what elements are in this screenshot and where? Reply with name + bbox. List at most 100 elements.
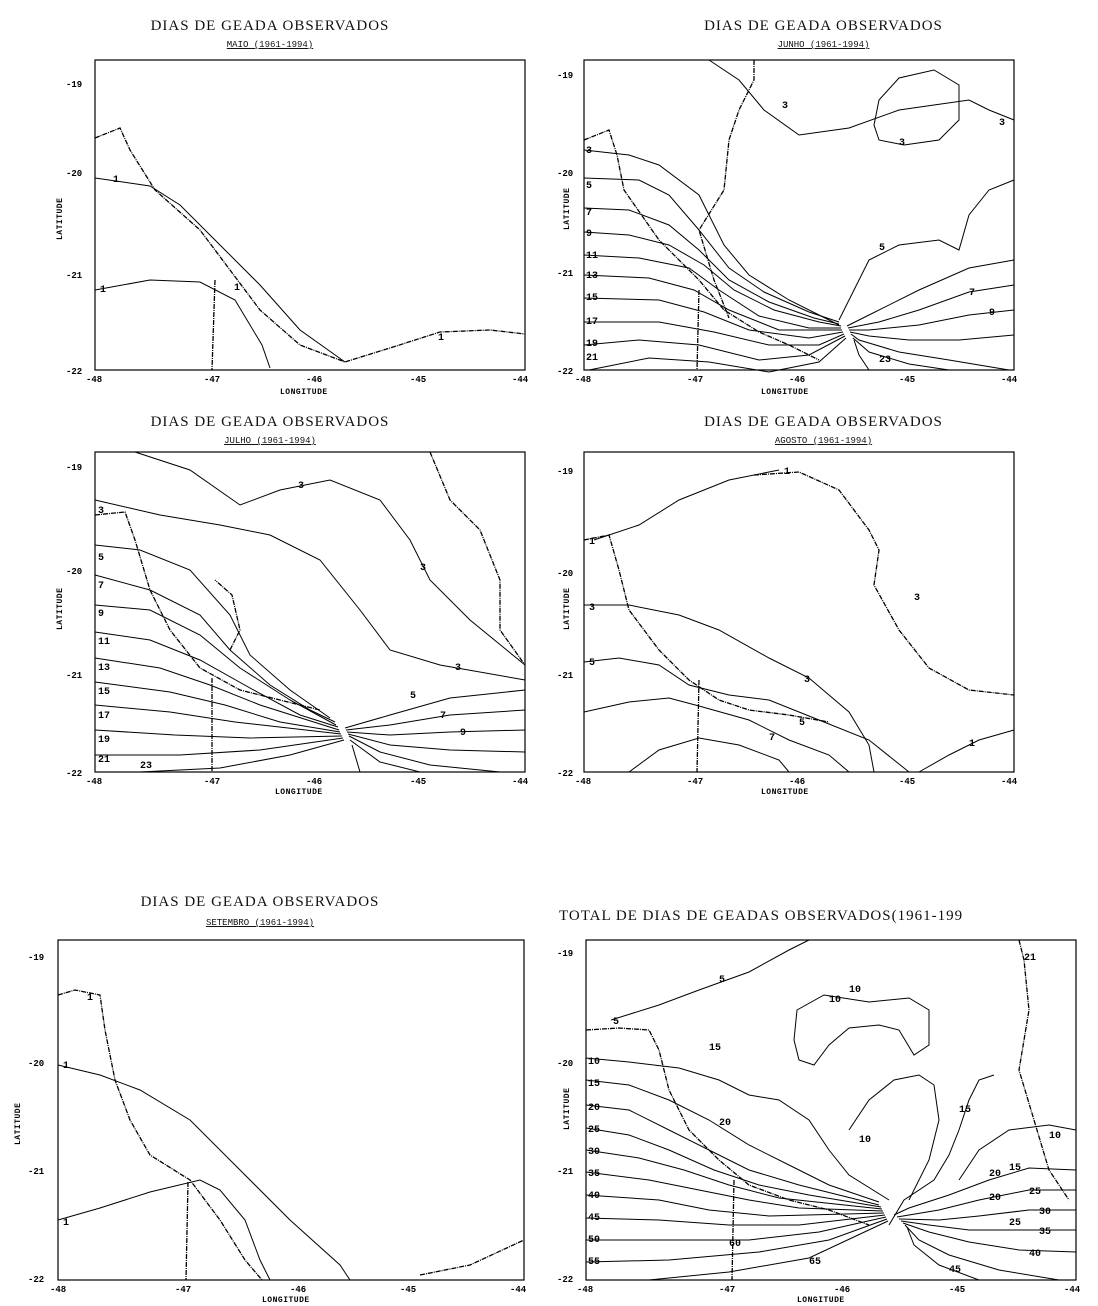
contour-label: 1 [234,283,240,294]
contour-line [585,1127,882,1208]
contour-label: 15 [709,1043,721,1054]
panel-title: DIAS DE GEADA OBSERVADOS [704,18,943,34]
contour-label: 20 [719,1118,731,1129]
panel-subtitle: JUNHO (1961-1994) [777,40,870,50]
contour-line [94,499,526,681]
contour-label: 9 [989,308,995,319]
y-tick: -20 [557,169,573,179]
contour-label: 9 [98,609,104,620]
contour-line [850,333,1010,371]
panel-subtitle: SETEMBRO (1961-1994) [205,918,315,928]
contour-label: 9 [460,728,466,739]
x-tick: -45 [410,375,426,385]
state-border [57,989,263,1281]
contour-line [139,739,345,773]
contour-label: 5 [879,243,885,254]
y-axis-label: LATITUDE [563,188,572,230]
contour-line [904,1224,1060,1281]
contour-line [888,1074,995,1226]
contour-label: 25 [1009,1218,1021,1229]
contour-line [583,274,842,331]
x-tick: -46 [789,777,805,787]
contour-map: 1 1 1 -19 -20 -21 -22 -48 -47 -46 -45 -4… [14,939,527,1305]
contour-line [585,1194,885,1217]
contour-label: 13 [586,271,598,282]
contour-line [898,1209,1076,1221]
y-tick: -21 [28,1167,45,1177]
contour-line [849,309,1015,331]
contour-line [918,729,1015,773]
contour-label: 15 [959,1105,971,1116]
contour-line [584,604,875,773]
contour-line [958,1124,1077,1181]
contour-line [344,689,526,729]
contour-label: 3 [455,663,461,674]
contour-line [847,284,1015,329]
contour-line [896,1189,1076,1218]
contour-line [849,331,1015,341]
contour-line [838,179,1015,321]
contour-label: 55 [588,1257,600,1268]
contour-label: 20 [588,1103,600,1114]
contour-line [628,737,790,773]
contour-line [94,729,343,739]
x-tick: -48 [86,777,102,787]
x-tick: -47 [687,375,703,385]
x-tick: -46 [789,375,805,385]
x-axis-label: LONGITUDE [262,1296,310,1305]
contour-label: 7 [769,733,775,744]
state-border [696,289,700,371]
contour-line [708,59,1015,136]
x-axis-label: LONGITUDE [761,388,809,397]
y-tick: -20 [557,1059,573,1069]
contour-line [94,681,341,733]
contour-label: 21 [586,353,598,364]
state-border [94,127,526,363]
map-panel-maio: DIAS DE GEADA OBSERVADOS MAIO (1961-1994… [0,0,549,400]
contour-line [585,1214,886,1226]
contour-label: 17 [98,711,110,722]
contour-line [848,1074,940,1201]
state-border [585,1027,870,1226]
x-axis-label: LONGITUDE [280,388,328,397]
contour-line [648,1220,889,1281]
contour-label: 10 [849,985,861,996]
x-tick: -47 [687,777,703,787]
contour-line [583,335,846,361]
panel-title: DIAS DE GEADA OBSERVADOS [704,414,943,430]
state-border [696,679,700,773]
state-border [185,1181,189,1281]
x-tick: -45 [899,375,915,385]
contour-map: 5 10 15 20 25 30 35 40 45 50 55 60 65 5 … [557,939,1081,1305]
contour-label: 3 [899,138,905,149]
contour-label: 5 [613,1017,619,1028]
contour-line [345,709,526,731]
state-border [583,534,830,723]
contour-label: 3 [782,101,788,112]
contour-label: 19 [98,735,110,746]
contour-line [134,451,526,666]
map-panel-total: TOTAL DE DIAS DE GEADAS OBSERVADOS(1961-… [549,880,1098,1306]
contour-line [585,1171,884,1212]
contour-line [906,1226,980,1281]
contour-line [853,339,870,371]
contour-line [348,735,501,773]
contour-line [793,994,930,1066]
contour-label: 5 [589,658,595,669]
contour-label: 19 [586,339,598,350]
contour-line [583,254,841,329]
contour-line [585,1104,880,1206]
contour-line [351,744,361,773]
contour-label: 20 [989,1169,1001,1180]
contour-label: 11 [98,637,110,648]
contour-label: 1 [438,333,444,344]
contour-label: 3 [999,118,1005,129]
contour-label: 1 [87,993,93,1004]
contour-label: 3 [298,481,304,492]
contour-label: 21 [98,755,110,766]
contour-line [95,737,344,756]
contour-line [347,733,526,753]
contour-label: 5 [98,553,104,564]
contour-line [583,149,840,326]
x-tick: -48 [577,1285,593,1295]
